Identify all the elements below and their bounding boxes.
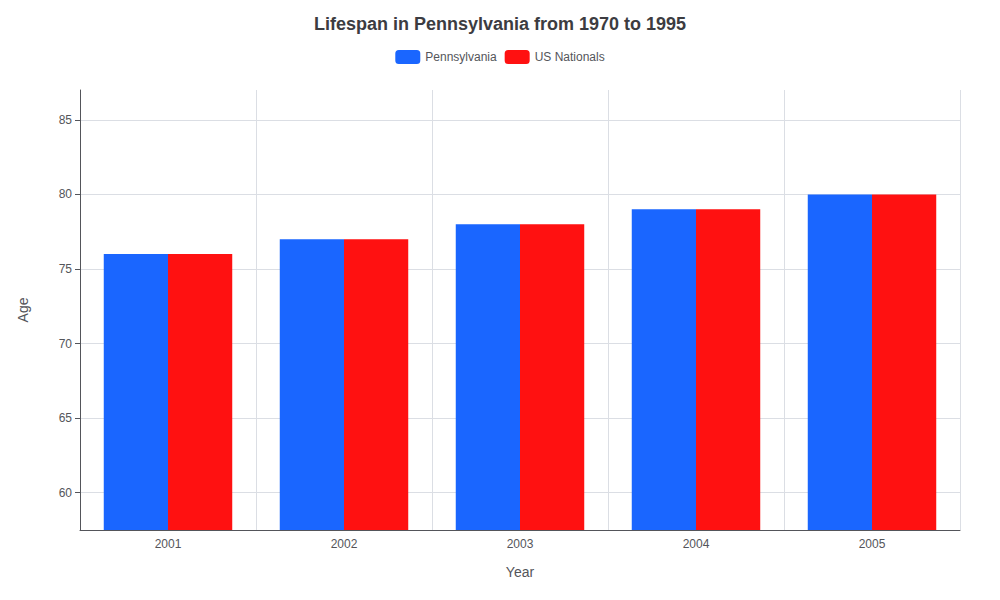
- svg-text:Lifespan in Pennsylvania from: Lifespan in Pennsylvania from 1970 to 19…: [314, 14, 686, 34]
- svg-text:75: 75: [59, 262, 73, 276]
- svg-text:80: 80: [59, 187, 73, 201]
- svg-text:US Nationals: US Nationals: [535, 50, 605, 64]
- svg-text:2004: 2004: [683, 537, 710, 551]
- svg-text:2001: 2001: [155, 537, 182, 551]
- svg-text:Year: Year: [506, 564, 535, 580]
- svg-text:2005: 2005: [859, 537, 886, 551]
- svg-text:2003: 2003: [507, 537, 534, 551]
- svg-text:2002: 2002: [331, 537, 358, 551]
- svg-text:85: 85: [59, 113, 73, 127]
- svg-text:60: 60: [59, 486, 73, 500]
- svg-text:Age: Age: [15, 297, 31, 322]
- svg-text:Pennsylvania: Pennsylvania: [425, 50, 497, 64]
- svg-text:70: 70: [59, 337, 73, 351]
- svg-text:65: 65: [59, 411, 73, 425]
